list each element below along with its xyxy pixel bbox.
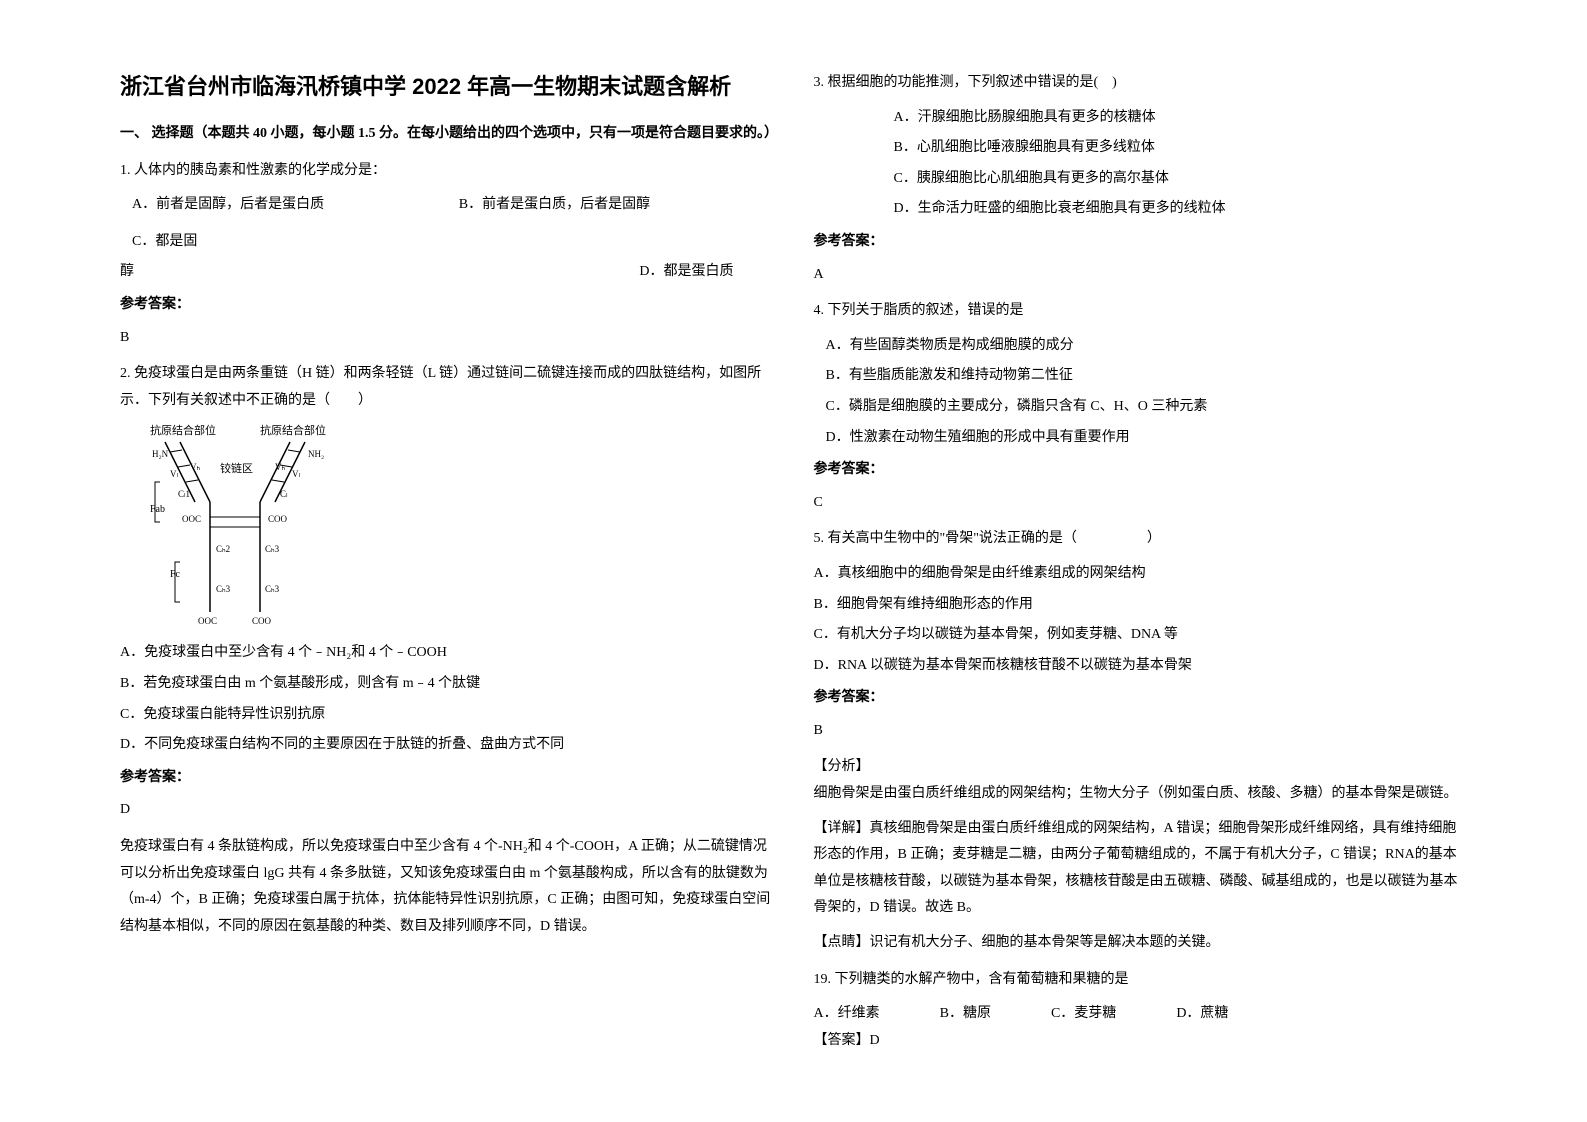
q5-tip: 【点睛】识记有机大分子、细胞的基本骨架等是解决本题的关键。: [814, 930, 1468, 957]
q19-option-b: B．糖原: [940, 1001, 991, 1028]
svg-text:Vₗ: Vₗ: [292, 469, 300, 479]
q1-answer-label: 参考答案：: [120, 292, 774, 319]
q5-tip-label: 【点睛】: [814, 935, 870, 950]
question-2: 2. 免疫球蛋白是由两条重链（H 链）和两条轻链（L 链）通过链间二硫键连接而成…: [120, 361, 774, 940]
question-1: 1. 人体内的胰岛素和性激素的化学成分是： A．前者是固醇，后者是蛋白质 B．前…: [120, 158, 774, 352]
q2-explanation: 免疫球蛋白有 4 条肽链构成，所以免疫球蛋白中至少含有 4 个-NH₂和 4 个…: [120, 834, 774, 940]
svg-text:NH₂: NH₂: [308, 449, 324, 459]
svg-text:Cₗ1: Cₗ1: [178, 489, 190, 499]
q4-option-d: D．性激素在动物生殖细胞的形成中具有重要作用: [814, 425, 1468, 452]
q3-answer-label: 参考答案：: [814, 229, 1468, 256]
q4-option-a: A．有些固醇类物质是构成细胞膜的成分: [814, 333, 1468, 360]
q5-tip-text: 识记有机大分子、细胞的基本骨架等是解决本题的关键。: [870, 935, 1220, 950]
q5-analysis: 细胞骨架是由蛋白质纤维组成的网架结构；生物大分子（例如蛋白质、核酸、多糖）的基本…: [814, 781, 1468, 808]
q4-answer: C: [814, 490, 1468, 517]
svg-text:OOC: OOC: [182, 514, 201, 524]
svg-text:Cₕ3: Cₕ3: [265, 584, 280, 594]
q4-option-b: B．有些脂质能激发和维持动物第二性征: [814, 363, 1468, 390]
q5-detail-label: 【详解】: [814, 821, 870, 836]
q2-option-b: B．若免疫球蛋白由 m 个氨基酸形成，则含有 m﹣4 个肽键: [120, 671, 774, 698]
svg-text:Vₕ: Vₕ: [275, 462, 285, 472]
q1-option-b: B．前者是蛋白质，后者是固醇: [447, 192, 774, 219]
question-3: 3. 根据细胞的功能推测，下列叙述中错误的是( ) A．汗腺细胞比肠腺细胞具有更…: [814, 70, 1468, 288]
q2-answer: D: [120, 797, 774, 824]
q19-option-c: C．麦芽糖: [1051, 1001, 1116, 1028]
diagram-label-topright: 抗原结合部位: [260, 423, 326, 437]
q2-option-a: A．免疫球蛋白中至少含有 4 个﹣NH₂和 4 个﹣COOH: [120, 640, 774, 667]
q1-text: 1. 人体内的胰岛素和性激素的化学成分是：: [120, 158, 774, 185]
q5-detail: 【详解】真核细胞骨架是由蛋白质纤维组成的网架结构，A 错误；细胞骨架形成纤维网络…: [814, 816, 1468, 922]
svg-text:COO: COO: [268, 514, 288, 524]
q19-option-d: D．蔗糖: [1176, 1001, 1228, 1028]
q5-detail-text: 真核细胞骨架是由蛋白质纤维组成的网架结构，A 错误；细胞骨架形成纤维网络，具有维…: [814, 821, 1458, 916]
q2-option-d: D．不同免疫球蛋白结构不同的主要原因在于肽链的折叠、盘曲方式不同: [120, 732, 774, 759]
svg-text:Cₗ: Cₗ: [280, 489, 288, 499]
question-5: 5. 有关高中生物中的"骨架"说法正确的是（ ） A．真核细胞中的细胞骨架是由纤…: [814, 526, 1468, 956]
q19-option-a: A．纤维素: [814, 1001, 880, 1028]
q1-option-a: A．前者是固醇，后者是蛋白质: [120, 192, 447, 219]
q19-text: 19. 下列糖类的水解产物中，含有葡萄糖和果糖的是: [814, 967, 1468, 994]
q5-analysis-label: 【分析】: [814, 754, 1468, 781]
q3-option-c: C．胰腺细胞比心肌细胞具有更多的高尔基体: [814, 166, 1468, 193]
q1-answer: B: [120, 325, 774, 352]
q5-option-c: C．有机大分子均以碳链为基本骨架，例如麦芽糖、DNA 等: [814, 622, 1468, 649]
diagram-label-hinge: 铰链区: [220, 461, 253, 475]
q3-option-a: A．汗腺细胞比肠腺细胞具有更多的核糖体: [814, 105, 1468, 132]
q1-option-c: C．都是固: [120, 229, 774, 256]
section-header: 一、 选择题（本题共 40 小题，每小题 1.5 分。在每小题给出的四个选项中，…: [120, 121, 774, 148]
svg-text:OOC: OOC: [198, 616, 217, 626]
q5-answer-label: 参考答案：: [814, 685, 1468, 712]
q19-answer-value: D: [870, 1033, 880, 1048]
q3-answer: A: [814, 262, 1468, 289]
svg-text:Vₗ: Vₗ: [170, 469, 178, 479]
q19-answer: 【答案】D: [814, 1028, 1468, 1055]
svg-text:Vₕ: Vₕ: [190, 462, 200, 472]
svg-text:Fab: Fab: [150, 504, 165, 515]
q5-answer: B: [814, 718, 1468, 745]
q19-answer-label: 【答案】: [814, 1033, 870, 1048]
q2-text: 2. 免疫球蛋白是由两条重链（H 链）和两条轻链（L 链）通过链间二硫键连接而成…: [120, 361, 774, 414]
q1-option-c2: 醇: [120, 259, 427, 286]
svg-text:Cₕ3: Cₕ3: [216, 584, 231, 594]
q3-option-b: B．心肌细胞比唾液腺细胞具有更多线粒体: [814, 135, 1468, 162]
q2-option-c: C．免疫球蛋白能特异性识别抗原: [120, 702, 774, 729]
q4-option-c: C．磷脂是细胞膜的主要成分，磷脂只含有 C、H、O 三种元素: [814, 394, 1468, 421]
q3-option-d: D．生命活力旺盛的细胞比衰老细胞具有更多的线粒体: [814, 196, 1468, 223]
q5-option-d: D．RNA 以碳链为基本骨架而核糖核苷酸不以碳链为基本骨架: [814, 653, 1468, 680]
q2-answer-label: 参考答案：: [120, 765, 774, 792]
q2-diagram: 抗原结合部位 抗原结合部位 铰链区: [120, 422, 350, 632]
q3-text: 3. 根据细胞的功能推测，下列叙述中错误的是( ): [814, 70, 1468, 97]
page-title: 浙江省台州市临海汛桥镇中学 2022 年高一生物期末试题含解析: [120, 70, 774, 103]
q5-text: 5. 有关高中生物中的"骨架"说法正确的是（ ）: [814, 526, 1468, 553]
question-4: 4. 下列关于脂质的叙述，错误的是 A．有些固醇类物质是构成细胞膜的成分 B．有…: [814, 298, 1468, 516]
svg-text:H₂N: H₂N: [152, 449, 169, 459]
q4-answer-label: 参考答案：: [814, 457, 1468, 484]
svg-text:COO: COO: [252, 616, 272, 626]
q4-text: 4. 下列关于脂质的叙述，错误的是: [814, 298, 1468, 325]
question-19: 19. 下列糖类的水解产物中，含有葡萄糖和果糖的是 A．纤维素 B．糖原 C．麦…: [814, 967, 1468, 1055]
diagram-label-topleft: 抗原结合部位: [150, 423, 216, 437]
svg-text:Cₕ3: Cₕ3: [265, 544, 280, 554]
q5-option-a: A．真核细胞中的细胞骨架是由纤维素组成的网架结构: [814, 561, 1468, 588]
svg-text:Cₕ2: Cₕ2: [216, 544, 230, 554]
q1-option-d: D．都是蛋白质: [427, 259, 774, 286]
q5-option-b: B．细胞骨架有维持细胞形态的作用: [814, 592, 1468, 619]
